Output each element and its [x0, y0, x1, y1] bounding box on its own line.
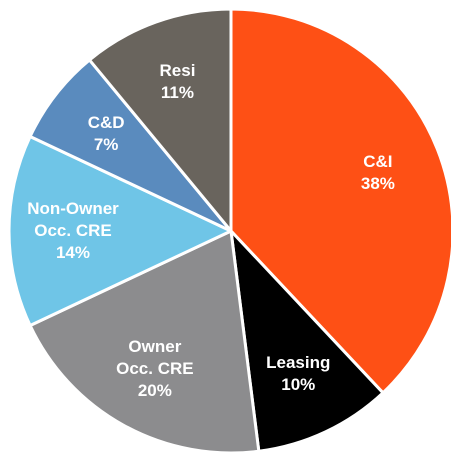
- category-label: Non-Owner Occ. CRE: [27, 199, 119, 240]
- pie-slice: [28, 229, 261, 452]
- category-label: Resi: [159, 61, 196, 81]
- pie-slice: [229, 229, 385, 452]
- pie-slice: [229, 7, 451, 395]
- category-label: Leasing: [266, 352, 331, 372]
- value-label: 38%: [360, 173, 395, 193]
- category-label: Owner Occ. CRE: [116, 337, 194, 379]
- category-label: C&D: [87, 113, 125, 133]
- pie-slice: [87, 7, 233, 233]
- slice-label: Non-Owner Occ. CRE 14%: [27, 198, 119, 264]
- slice-label: C&I 38%: [361, 151, 395, 195]
- slice-label: C&D 7%: [88, 112, 125, 156]
- slice-label: Resi 11%: [160, 60, 196, 104]
- value-label: 20%: [137, 381, 172, 401]
- slice-label: Leasing 10%: [266, 352, 330, 396]
- slice-label: Owner Occ. CRE 20%: [116, 336, 193, 402]
- value-label: 14%: [55, 243, 91, 262]
- value-label: 7%: [93, 135, 119, 155]
- pie-slice: [7, 134, 233, 328]
- value-label: 11%: [160, 83, 195, 103]
- category-label: C&I: [363, 151, 393, 171]
- value-label: 10%: [281, 374, 316, 394]
